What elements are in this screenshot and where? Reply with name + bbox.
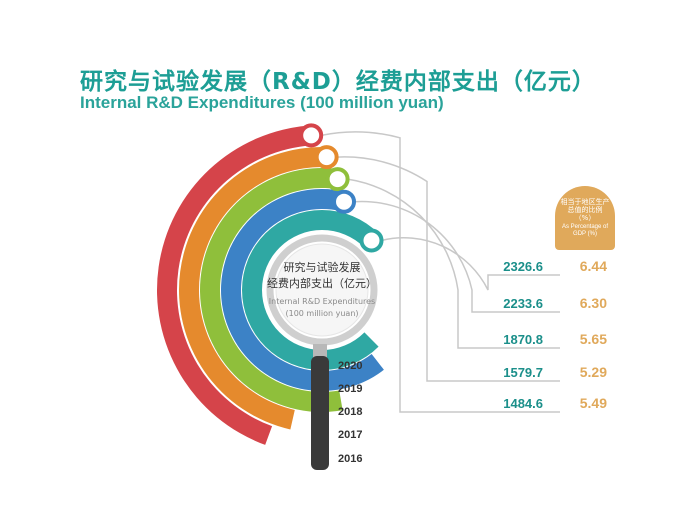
gdp-ratio-value-2018: 5.65 [580, 331, 607, 347]
expenditure-value-2016: 1484.6 [503, 396, 543, 411]
connector-2016 [321, 131, 560, 413]
magnifier-neck [313, 344, 327, 358]
expenditure-value-2020: 2326.6 [503, 259, 543, 274]
expenditure-value-2018: 1870.8 [503, 332, 543, 347]
gdp-ratio-header-badge: 相当于地区生产总值的比例（%） As Percentage of GDP (%) [555, 186, 615, 250]
magnifier-handle [311, 356, 329, 470]
expenditure-value-2017: 1579.7 [503, 365, 543, 380]
expenditure-value-2019: 2233.6 [503, 296, 543, 311]
radial-bar-2018 [199, 167, 343, 412]
center-label-cn-line1: 研究与试验发展 [284, 260, 361, 274]
connector-2020 [381, 237, 560, 291]
year-label-2019: 2019 [338, 383, 362, 395]
gdp-ratio-value-2019: 6.30 [580, 295, 607, 311]
radial-bars [157, 125, 384, 445]
radial-bar-2016 [157, 125, 312, 445]
year-label-2020: 2020 [338, 360, 362, 372]
gdp-ratio-value-2020: 6.44 [580, 258, 607, 274]
bar-end-marker-2018 [325, 167, 350, 192]
radial-bar-2017 [179, 147, 327, 430]
year-label-2017: 2017 [338, 429, 362, 441]
magnifier-glass [275, 243, 369, 337]
gdp-ratio-value-2016: 5.49 [580, 395, 607, 411]
end-markers [299, 123, 384, 253]
gdp-header-en: As Percentage of GDP (%) [561, 224, 609, 238]
bar-end-marker-2017 [314, 145, 339, 170]
center-label-cn-line2: 经费内部支出（亿元） [267, 276, 377, 290]
connector-2017 [336, 156, 560, 382]
year-label-2018: 2018 [338, 406, 362, 418]
bar-end-marker-2020 [359, 228, 384, 253]
gdp-header-cn: 相当于地区生产总值的比例（%） [560, 198, 610, 223]
center-label-en-line2: (100 million yuan) [285, 309, 358, 318]
connector-lines [321, 131, 560, 413]
gdp-ratio-value-2017: 5.29 [580, 364, 607, 380]
bar-end-marker-2016 [299, 123, 324, 148]
chart-title-en: Internal R&D Expenditures (100 million y… [80, 93, 444, 112]
connector-2019 [353, 200, 560, 313]
chart-title-cn: 研究与试验发展（R&D）经费内部支出（亿元） [80, 69, 596, 95]
bar-end-marker-2019 [332, 189, 357, 214]
radial-bar-2019 [220, 189, 384, 391]
center-label-en-line1: Internal R&D Expenditures [269, 297, 375, 306]
year-label-2016: 2016 [338, 453, 362, 465]
radial-bar-2020 [242, 210, 379, 370]
